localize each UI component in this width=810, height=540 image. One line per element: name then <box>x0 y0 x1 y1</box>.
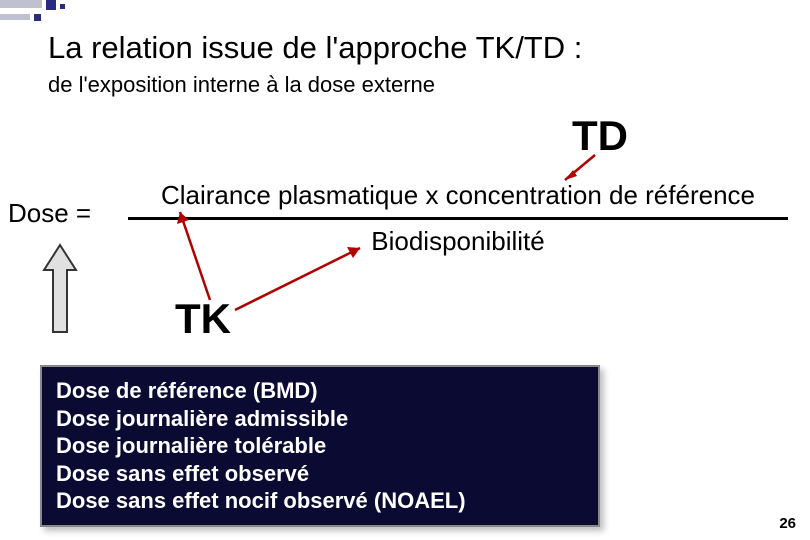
formula-numerator: Clairance plasmatique x concentration de… <box>128 180 788 215</box>
td-label: TD <box>572 112 628 160</box>
box-line-4: Dose sans effet observé <box>56 460 584 488</box>
fraction-line <box>128 217 788 220</box>
box-line-3: Dose journalière tolérable <box>56 432 584 460</box>
thick-up-arrow-icon <box>40 240 80 340</box>
box-line-5: Dose sans effet nocif observé (NOAEL) <box>56 487 584 515</box>
dose-equals: Dose = <box>8 198 91 229</box>
formula-denominator: Biodisponibilité <box>128 226 788 257</box>
tk-label: TK <box>175 295 231 343</box>
slide-title: La relation issue de l'approche TK/TD : <box>48 30 582 66</box>
box-line-2: Dose journalière admissible <box>56 405 584 433</box>
page-number: 26 <box>779 515 796 532</box>
corner-decoration <box>0 0 90 30</box>
formula: Clairance plasmatique x concentration de… <box>128 180 788 257</box>
slide-subtitle: de l'exposition interne à la dose extern… <box>48 72 435 98</box>
box-line-1: Dose de référence (BMD) <box>56 377 584 405</box>
reference-box: Dose de référence (BMD) Dose journalière… <box>40 365 600 527</box>
